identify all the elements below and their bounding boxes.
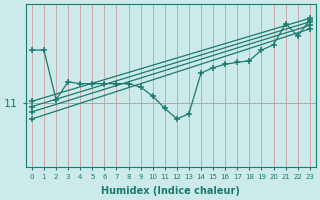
X-axis label: Humidex (Indice chaleur): Humidex (Indice chaleur) bbox=[101, 186, 240, 196]
